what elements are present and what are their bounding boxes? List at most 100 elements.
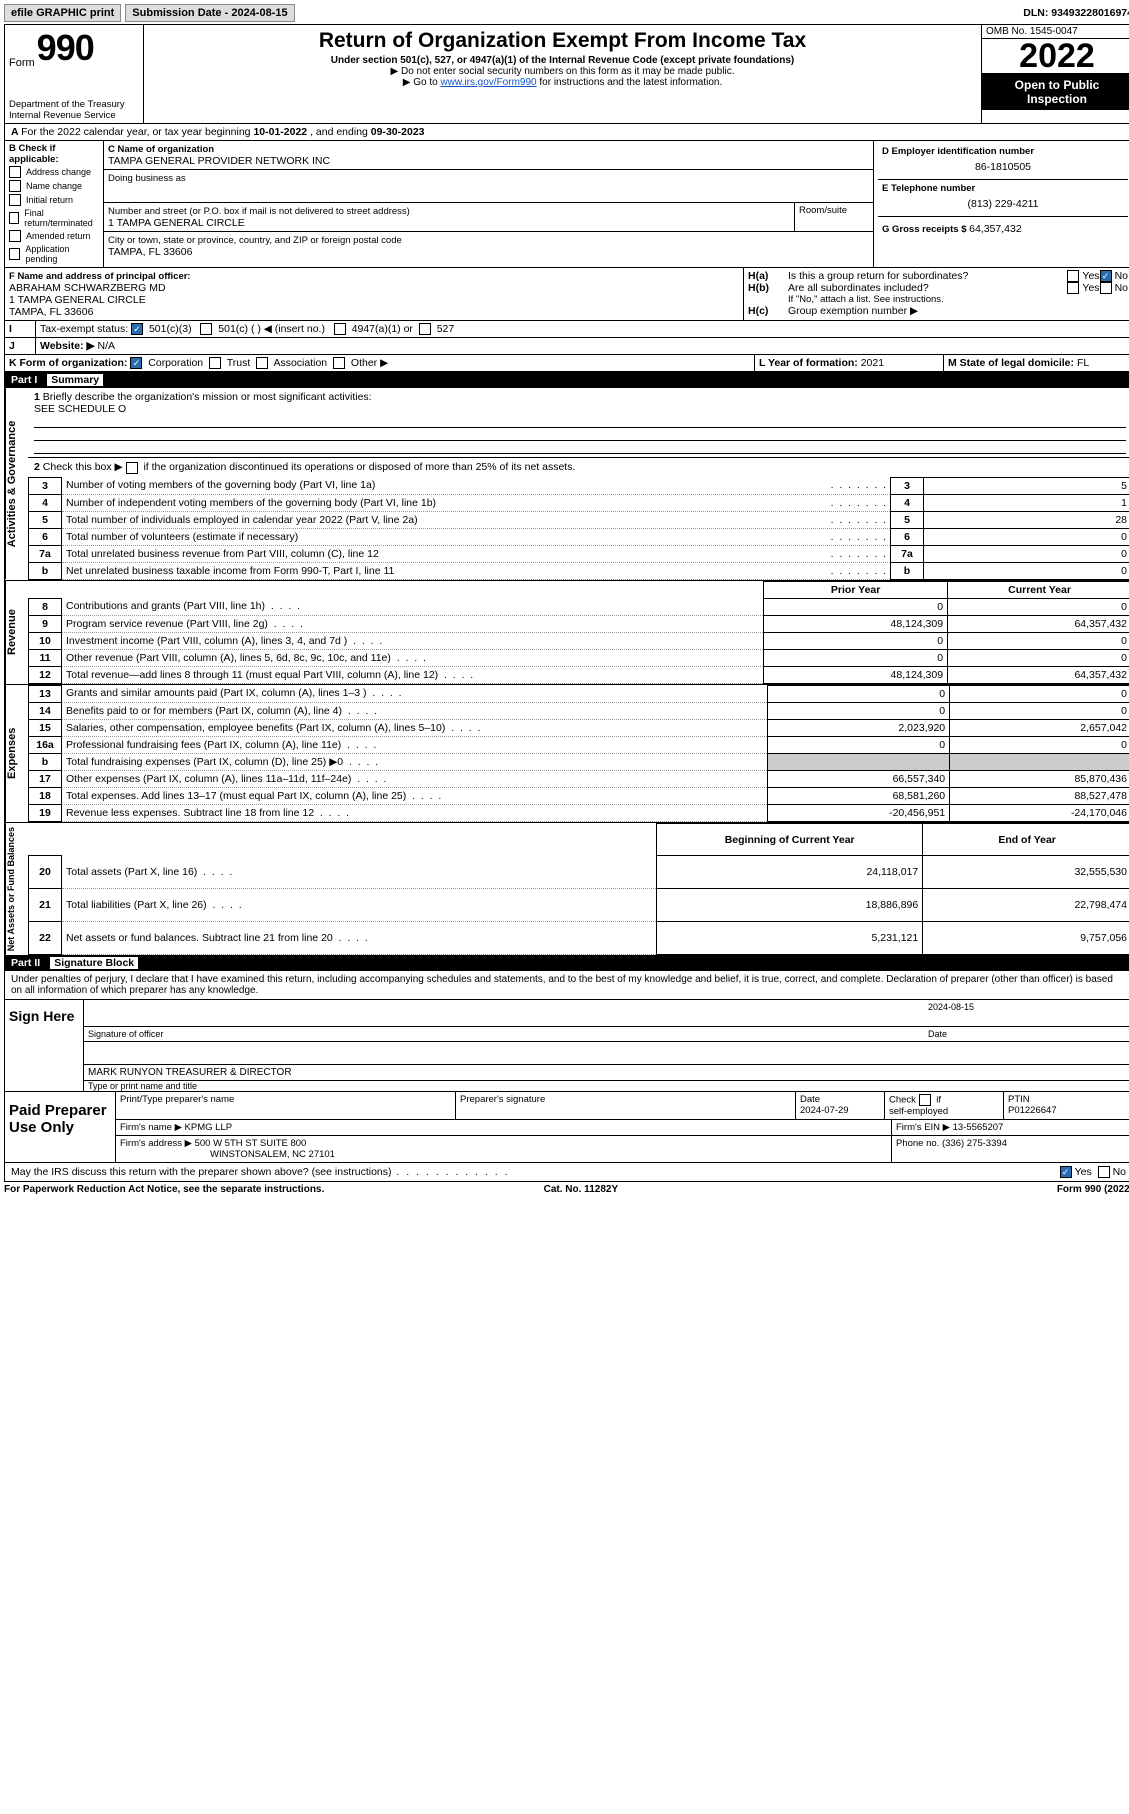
cb-final[interactable]: Final return/terminated bbox=[9, 208, 99, 228]
form-label: Form bbox=[9, 57, 35, 69]
sig-date: 2024-08-15 bbox=[928, 1002, 1128, 1024]
ptin: P01226647 bbox=[1008, 1105, 1057, 1116]
may-discuss: May the IRS discuss this return with the… bbox=[5, 1162, 1129, 1181]
section-f: F Name and address of principal officer:… bbox=[5, 268, 744, 320]
prep-sig-label: Preparer's signature bbox=[456, 1092, 796, 1119]
b-label: B Check if applicable: bbox=[9, 143, 99, 165]
tax-year: 2022 bbox=[982, 39, 1129, 74]
section-h: H(a)Is this a group return for subordina… bbox=[744, 268, 1129, 320]
cb-corp[interactable] bbox=[130, 357, 142, 369]
hb-text: Are all subordinates included? bbox=[788, 282, 1067, 294]
cb-initial[interactable]: Initial return bbox=[9, 194, 99, 206]
section-m: M State of legal domicile: FL bbox=[944, 355, 1129, 371]
ha-no[interactable] bbox=[1100, 270, 1112, 282]
vtab-netassets: Net Assets or Fund Balances bbox=[5, 823, 28, 955]
cb-self[interactable] bbox=[919, 1094, 931, 1106]
footer: For Paperwork Reduction Act Notice, see … bbox=[4, 1182, 1129, 1197]
cb-discontinued[interactable] bbox=[126, 462, 138, 474]
street: 1 TAMPA GENERAL CIRCLE bbox=[108, 217, 245, 229]
firm-label: Firm's name ▶ bbox=[120, 1122, 182, 1133]
efile-button[interactable]: efile GRAPHIC print bbox=[4, 4, 121, 22]
prep-name-label: Print/Type preparer's name bbox=[116, 1092, 456, 1119]
f-label: F Name and address of principal officer: bbox=[9, 271, 191, 282]
section-l: L Year of formation: 2021 bbox=[755, 355, 944, 371]
d-label: D Employer identification number bbox=[882, 146, 1034, 157]
cb-527[interactable] bbox=[419, 323, 431, 335]
cb-name[interactable]: Name change bbox=[9, 180, 99, 192]
part2-bar: Part IISignature Block bbox=[5, 955, 1129, 971]
irs-link[interactable]: www.irs.gov/Form990 bbox=[440, 77, 536, 88]
cb-may-yes[interactable] bbox=[1060, 1166, 1072, 1178]
form-container: Form990 Department of the Treasury Inter… bbox=[4, 24, 1129, 1182]
faddr1: 500 W 5TH ST SUITE 800 bbox=[195, 1138, 307, 1149]
cat-no: Cat. No. 11282Y bbox=[544, 1184, 618, 1195]
sign-here: Sign Here bbox=[5, 1000, 83, 1091]
city-label: City or town, state or province, country… bbox=[108, 235, 402, 246]
fphone-label: Phone no. bbox=[896, 1138, 942, 1149]
cb-trust[interactable] bbox=[209, 357, 221, 369]
cb-assoc[interactable] bbox=[256, 357, 268, 369]
footer-left: For Paperwork Reduction Act Notice, see … bbox=[4, 1184, 324, 1195]
cb-may-no[interactable] bbox=[1098, 1166, 1110, 1178]
cb-other[interactable] bbox=[333, 357, 345, 369]
irs-label: Internal Revenue Service bbox=[9, 110, 139, 121]
hb-no[interactable] bbox=[1100, 282, 1112, 294]
header-mid: Return of Organization Exempt From Incom… bbox=[144, 25, 981, 123]
revenue-table: Prior YearCurrent Year8Contributions and… bbox=[28, 581, 1129, 684]
subtitle-1: Under section 501(c), 527, or 4947(a)(1)… bbox=[150, 55, 975, 66]
ein: 86-1810505 bbox=[882, 157, 1124, 177]
officer-label: Type or print name and title bbox=[84, 1081, 1129, 1091]
cb-address[interactable]: Address change bbox=[9, 166, 99, 178]
summary-top: 3Number of voting members of the governi… bbox=[28, 477, 1129, 580]
netassets-table: Beginning of Current YearEnd of Year20To… bbox=[28, 823, 1129, 955]
part1-bar: Part ISummary bbox=[5, 372, 1129, 388]
subtitle-2: ▶ Do not enter social security numbers o… bbox=[150, 66, 975, 77]
vtab-expenses: Expenses bbox=[5, 685, 28, 822]
subtitle-3: ▶ Go to www.irs.gov/Form990 for instruct… bbox=[150, 77, 975, 88]
hc-text: Group exemption number ▶ bbox=[788, 305, 918, 317]
dba-label: Doing business as bbox=[108, 173, 186, 184]
section-j: Website: ▶ N/A bbox=[36, 338, 1129, 354]
cb-amended[interactable]: Amended return bbox=[9, 230, 99, 242]
sub-label: Submission Date - bbox=[132, 7, 231, 19]
cb-501c[interactable] bbox=[200, 323, 212, 335]
top-bar: efile GRAPHIC print Submission Date - 20… bbox=[4, 4, 1129, 22]
g-label: G Gross receipts $ bbox=[882, 224, 969, 235]
date-label: Date bbox=[928, 1029, 1128, 1039]
officer-addr1: 1 TAMPA GENERAL CIRCLE bbox=[9, 294, 146, 306]
self-employed: Check ifself-employed bbox=[885, 1092, 1004, 1119]
phone: (813) 229-4211 bbox=[882, 194, 1124, 214]
vtab-revenue: Revenue bbox=[5, 581, 28, 684]
officer-name: ABRAHAM SCHWARZBERG MD bbox=[9, 282, 166, 294]
paid-preparer-label: Paid Preparer Use Only bbox=[5, 1092, 115, 1162]
expenses-table: 13Grants and similar amounts paid (Part … bbox=[28, 685, 1129, 822]
gross-receipts: 64,357,432 bbox=[969, 223, 1022, 235]
fein: 13-5565207 bbox=[953, 1122, 1004, 1133]
h-note: If "No," attach a list. See instructions… bbox=[748, 294, 1128, 305]
c-label: C Name of organization bbox=[108, 144, 214, 155]
city: TAMPA, FL 33606 bbox=[108, 246, 192, 258]
vtab-activities: Activities & Governance bbox=[5, 388, 28, 579]
prep-date: 2024-07-29 bbox=[800, 1105, 849, 1116]
cb-501c3[interactable] bbox=[131, 323, 143, 335]
cb-4947[interactable] bbox=[334, 323, 346, 335]
header-left: Form990 Department of the Treasury Inter… bbox=[5, 25, 144, 123]
officer-printed: MARK RUNYON TREASURER & DIRECTOR bbox=[88, 1067, 292, 1078]
ha-yes[interactable] bbox=[1067, 270, 1079, 282]
j-marker: J bbox=[5, 338, 36, 354]
dln: DLN: 93493228016974 bbox=[1023, 7, 1129, 19]
header-right: OMB No. 1545-0047 2022 Open to PublicIns… bbox=[981, 25, 1129, 123]
section-k: K Form of organization: Corporation Trus… bbox=[5, 355, 755, 371]
section-b: B Check if applicable: Address change Na… bbox=[5, 141, 104, 267]
form-990: 990 bbox=[37, 27, 94, 69]
k-label: K Form of organization: bbox=[9, 357, 127, 369]
i-label: Tax-exempt status: bbox=[40, 323, 128, 335]
room-label: Room/suite bbox=[795, 203, 873, 231]
officer-addr2: TAMPA, FL 33606 bbox=[9, 306, 93, 318]
fphone: (336) 275-3394 bbox=[942, 1138, 1007, 1149]
submission-date[interactable]: Submission Date - 2024-08-15 bbox=[125, 4, 294, 22]
line-1: 1 Briefly describe the organization's mi… bbox=[28, 388, 1129, 458]
cb-pending[interactable]: Application pending bbox=[9, 244, 99, 264]
hb-yes[interactable] bbox=[1067, 282, 1079, 294]
street-label: Number and street (or P.O. box if mail i… bbox=[108, 206, 410, 217]
